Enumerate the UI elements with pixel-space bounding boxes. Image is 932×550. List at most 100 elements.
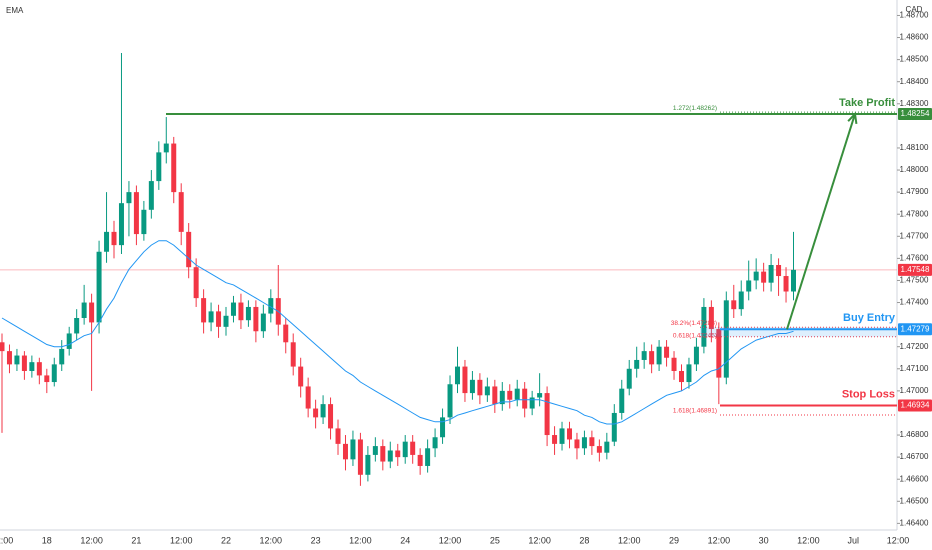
candle-body: [6, 351, 12, 365]
candle-body: [365, 454, 371, 475]
candle-body: [104, 231, 110, 252]
x-tick-label: 12:00: [439, 535, 462, 545]
x-tick-label: 12:00: [0, 535, 13, 545]
y-tick-label: 1.47900: [900, 187, 929, 196]
candle-body: [21, 355, 27, 371]
candle-body: [66, 333, 72, 349]
price-tag: [898, 263, 932, 276]
candle-body: [656, 346, 662, 365]
candle-body: [335, 428, 341, 444]
y-tick-label: 1.47200: [900, 342, 929, 351]
candle-body: [731, 300, 737, 310]
candle-body: [514, 388, 520, 400]
fib-label: 1.618(1.46891): [673, 408, 717, 415]
candle-body: [634, 359, 640, 369]
candle-body: [417, 454, 423, 466]
candle-body: [260, 313, 266, 332]
candle-body: [96, 251, 102, 323]
candle-body: [357, 439, 363, 475]
indicator-label: EMA: [6, 6, 24, 15]
y-tick-label: 1.48600: [900, 33, 929, 42]
candle-body: [552, 435, 558, 444]
x-tick-label: Jul: [847, 535, 859, 545]
candle-body: [126, 192, 132, 204]
candle-body: [746, 280, 752, 292]
candle-body: [133, 192, 139, 235]
candle-body: [537, 393, 543, 398]
candle-body: [81, 302, 87, 318]
candle-body: [290, 342, 296, 367]
candle-body: [36, 362, 42, 376]
candle-body: [402, 441, 408, 458]
candle-body: [611, 412, 617, 442]
candle-body: [469, 379, 475, 394]
candle-body: [118, 203, 124, 246]
level-name: Stop Loss: [842, 388, 895, 400]
x-tick-label: 12:00: [528, 535, 551, 545]
x-tick-label: 25: [490, 535, 500, 545]
price-tag: [898, 323, 932, 336]
candle-body: [499, 390, 505, 405]
candle-body: [686, 364, 692, 383]
x-tick-label: 12:00: [260, 535, 283, 545]
currency-label: CAD: [906, 5, 923, 14]
candle-body: [507, 390, 513, 400]
y-tick-label: 1.48300: [900, 99, 929, 108]
y-tick-label: 1.47700: [900, 231, 929, 240]
candle-body: [238, 302, 244, 321]
candle-body: [440, 417, 446, 438]
candle-body: [664, 346, 670, 358]
candle-body: [544, 393, 550, 436]
candle-body: [163, 143, 169, 153]
candle-body: [44, 375, 50, 383]
candle-body: [432, 437, 438, 449]
price-tag-label: 1.47548: [901, 265, 930, 274]
candle-body: [350, 439, 356, 460]
candle-body: [387, 450, 393, 462]
candle-body: [581, 437, 587, 449]
candle-body: [342, 443, 348, 460]
candle-body: [186, 231, 192, 268]
candle-body: [283, 324, 289, 343]
candle-body: [716, 329, 722, 378]
candle-body: [305, 386, 311, 409]
candle-body: [268, 298, 274, 314]
candle-body: [462, 366, 468, 394]
candle-body: [738, 291, 744, 310]
candle-body: [156, 152, 162, 182]
candle-body: [678, 371, 684, 383]
x-tick-label: 12:00: [887, 535, 910, 545]
candle-body: [230, 302, 236, 316]
candle-body: [761, 271, 767, 283]
x-tick-label: 12:00: [618, 535, 641, 545]
candle-body: [776, 265, 782, 277]
level-name: Buy Entry: [843, 312, 896, 324]
x-tick-label: 12:00: [80, 535, 103, 545]
candle-body: [320, 404, 326, 418]
fib-label: 38.2%(1.47288): [671, 320, 717, 327]
y-tick-label: 1.48100: [900, 143, 929, 152]
candle-body: [395, 450, 401, 458]
fib-label: 0.618(1.47245): [673, 332, 717, 339]
candle-body: [566, 428, 572, 440]
entry-zone: [700, 327, 897, 337]
forecast-arrow: [786, 113, 856, 330]
candle-body: [604, 441, 610, 453]
candle-body: [596, 446, 602, 453]
x-tick-label: 12:00: [797, 535, 820, 545]
candle-body: [783, 276, 789, 292]
candle-body: [641, 351, 647, 360]
fib-label: 1.272(1.48262): [673, 105, 717, 112]
y-tick-label: 1.47800: [900, 209, 929, 218]
candle-body: [111, 231, 117, 246]
candle-body: [589, 437, 595, 447]
candle-body: [14, 355, 20, 365]
candle-body: [619, 388, 625, 413]
price-tag-label: 1.48254: [901, 109, 930, 118]
candle-body: [529, 397, 535, 409]
x-tick-label: 12:00: [349, 535, 372, 545]
candle-body: [649, 351, 655, 365]
forecast-arrow-head: [847, 111, 858, 124]
candle-body: [328, 404, 334, 429]
candle-body: [223, 315, 229, 327]
